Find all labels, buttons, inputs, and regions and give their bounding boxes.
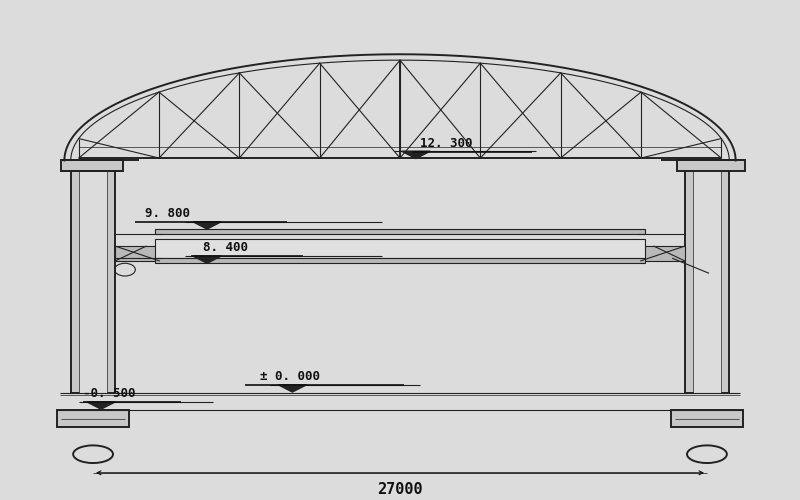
Bar bbox=[70, 160, 115, 393]
Polygon shape bbox=[193, 256, 222, 264]
Bar bbox=[78, 160, 107, 393]
Polygon shape bbox=[86, 402, 115, 409]
Text: 12. 300: 12. 300 bbox=[420, 136, 473, 149]
Bar bbox=[61, 160, 123, 172]
Polygon shape bbox=[278, 384, 306, 392]
Text: 9. 800: 9. 800 bbox=[145, 207, 190, 220]
Text: ± 0. 000: ± 0. 000 bbox=[261, 370, 321, 383]
Bar bbox=[677, 160, 745, 172]
Polygon shape bbox=[402, 151, 430, 158]
Bar bbox=[641, 246, 685, 261]
Text: 8. 400: 8. 400 bbox=[203, 242, 248, 254]
Bar bbox=[155, 258, 645, 264]
Polygon shape bbox=[193, 222, 222, 229]
Bar bbox=[693, 160, 722, 393]
Bar bbox=[671, 410, 743, 428]
Bar bbox=[57, 410, 129, 428]
Text: -0. 500: -0. 500 bbox=[82, 388, 135, 400]
Bar bbox=[155, 229, 645, 234]
Text: 27000: 27000 bbox=[377, 482, 423, 496]
Bar bbox=[685, 160, 730, 393]
Bar bbox=[155, 239, 645, 258]
Bar bbox=[115, 246, 159, 261]
